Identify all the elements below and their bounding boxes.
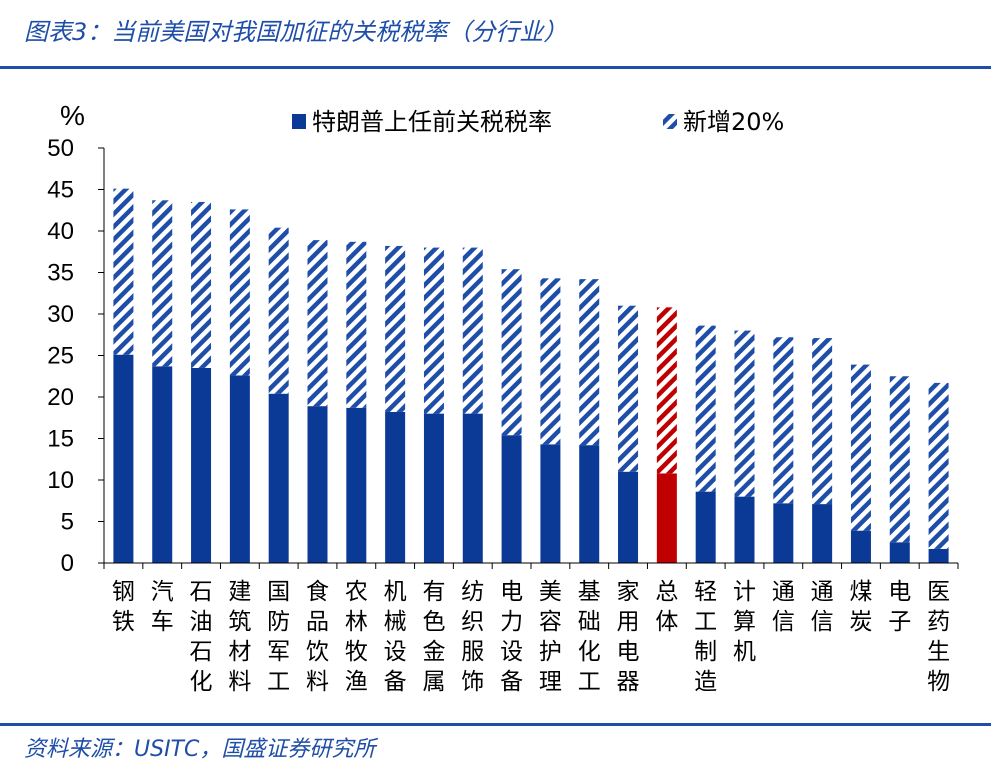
y-tick-label: 5 — [61, 509, 74, 536]
x-tick-label: 纺织服饰 — [461, 579, 484, 695]
bar-base-10 — [462, 413, 483, 563]
bar-added-20 — [850, 364, 871, 531]
bar-added-4 — [229, 209, 250, 376]
bar-base-19 — [812, 504, 833, 563]
bar-base-21 — [889, 542, 910, 563]
y-tick-label: 40 — [47, 218, 74, 245]
x-tick-label: 总体 — [655, 579, 678, 635]
bar-base-8 — [385, 411, 406, 563]
legend-swatch-base — [292, 114, 306, 129]
bar-added-3 — [191, 201, 212, 368]
bar-added-11 — [501, 269, 522, 436]
x-tick-label: 通信 — [811, 579, 834, 635]
bar-added-1 — [113, 188, 134, 355]
bar-base-13 — [579, 445, 600, 563]
bar-base-20 — [850, 530, 871, 563]
bar-base-1 — [113, 354, 134, 563]
bar-added-12 — [540, 278, 561, 445]
legend-label-added: 新增20% — [683, 108, 784, 136]
y-tick-label: 50 — [47, 135, 74, 162]
bar-added-6 — [307, 240, 328, 407]
y-tick-label: 10 — [47, 467, 74, 494]
legend-swatch-added — [663, 114, 677, 129]
x-tick-label: 国防军工 — [267, 579, 290, 695]
figure-title: 图表3：当前美国对我国加征的关税税率（分行业） — [24, 18, 568, 46]
y-tick-label: 15 — [47, 426, 74, 453]
x-tick-label: 钢铁 — [112, 579, 135, 635]
source-note: 资料来源：USITC，国盛证券研究所 — [24, 737, 376, 762]
bar-base-11 — [501, 435, 522, 563]
bar-added-2 — [152, 200, 173, 367]
bar-added-8 — [385, 245, 406, 412]
x-axis: 钢铁汽车石油石化建筑材料国防军工食品饮料农林牧渔机械设备有色金属纺织服饰电力设备… — [103, 562, 959, 695]
bar-base-5 — [268, 393, 289, 563]
bar-added-10 — [462, 247, 483, 414]
x-tick-label: 轻工制造 — [694, 579, 717, 695]
x-tick-label: 医药生物 — [927, 579, 950, 695]
x-tick-label: 汽车 — [151, 579, 174, 635]
x-tick-label: 机械设备 — [384, 579, 407, 695]
y-tick-label: 0 — [61, 550, 74, 577]
tariff-bar-chart: % 特朗普上任前关税税率 新增20% 0 5 10 15 20 25 30 35 40 45 50 钢… — [47, 100, 959, 695]
bar-added-16 — [695, 325, 716, 492]
bar-added-21 — [889, 376, 910, 543]
chart-legend: 特朗普上任前关税税率 新增20% — [292, 108, 784, 136]
title-rule — [0, 66, 991, 69]
bar-base-18 — [773, 503, 794, 563]
bar-added-9 — [423, 247, 444, 414]
x-tick-label: 电力设备 — [500, 579, 523, 695]
x-tick-label: 石油石化 — [190, 579, 213, 695]
y-tick-label: 20 — [47, 384, 74, 411]
bar-base-3 — [191, 367, 212, 563]
y-axis: 0 5 10 15 20 25 30 35 40 45 50 — [47, 135, 105, 577]
x-tick-label: 计算机 — [733, 579, 756, 665]
bar-base-6 — [307, 406, 328, 563]
y-unit-label: % — [60, 100, 85, 131]
bars — [113, 188, 949, 563]
bar-added-14 — [618, 305, 639, 472]
x-tick-label: 农林牧渔 — [345, 579, 368, 695]
x-tick-label: 食品饮料 — [306, 579, 329, 695]
x-tick-label: 建筑材料 — [228, 579, 251, 695]
bar-base-12 — [540, 444, 561, 563]
bar-base-14 — [618, 471, 639, 563]
bar-base-7 — [346, 407, 367, 563]
bar-base-15 — [656, 473, 677, 563]
y-tick-label: 30 — [47, 301, 74, 328]
bar-added-5 — [268, 227, 289, 394]
bar-added-17 — [734, 330, 755, 497]
bar-base-22 — [928, 548, 949, 563]
bar-base-16 — [695, 491, 716, 563]
x-tick-label: 通信 — [772, 579, 795, 635]
bar-added-7 — [346, 241, 367, 408]
y-tick-label: 25 — [47, 343, 74, 370]
bar-added-15 — [656, 307, 677, 474]
y-tick-label: 35 — [47, 260, 74, 287]
x-tick-label: 美容护理 — [539, 579, 562, 695]
bar-added-13 — [579, 279, 600, 446]
x-tick-label: 电子 — [888, 579, 911, 635]
bar-added-19 — [812, 338, 833, 505]
x-tick-label: 基础化工 — [578, 579, 601, 695]
bar-added-22 — [928, 382, 949, 549]
bar-added-18 — [773, 337, 794, 504]
x-tick-label: 煤炭 — [849, 579, 872, 635]
bar-base-17 — [734, 496, 755, 563]
x-tick-label: 家用电器 — [617, 579, 640, 695]
bar-base-2 — [152, 366, 173, 563]
bar-base-4 — [229, 375, 250, 563]
y-tick-label: 45 — [47, 177, 74, 204]
bar-base-9 — [423, 413, 444, 563]
x-tick-label: 有色金属 — [422, 579, 445, 695]
footer-rule — [0, 723, 991, 726]
legend-label-base: 特朗普上任前关税税率 — [312, 108, 552, 136]
